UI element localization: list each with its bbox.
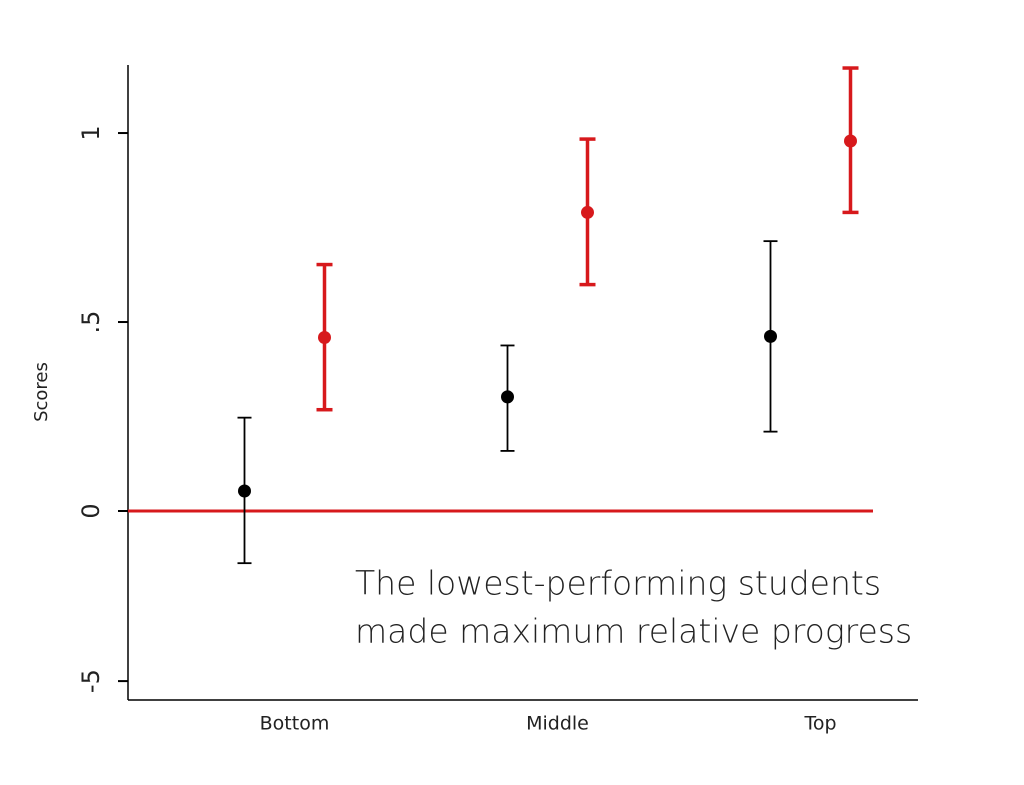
point — [318, 331, 331, 345]
point — [501, 390, 514, 404]
y-tick-label: .5 — [77, 311, 105, 334]
y-tick-label: 0 — [77, 503, 105, 518]
x-tick-label: Middle — [526, 713, 589, 735]
x-tick-label: Top — [803, 713, 836, 735]
annotation: made maximum relative progress — [355, 612, 912, 651]
y-tick-label: -5 — [77, 669, 105, 693]
y-tick-label: 1 — [77, 125, 105, 140]
point — [581, 205, 594, 219]
point — [238, 484, 251, 498]
y-axis-label: Scores — [31, 362, 52, 422]
x-tick-label: Bottom — [260, 713, 330, 735]
point — [844, 134, 857, 148]
point — [764, 329, 777, 343]
annotation: The lowest-performing students — [355, 564, 881, 603]
